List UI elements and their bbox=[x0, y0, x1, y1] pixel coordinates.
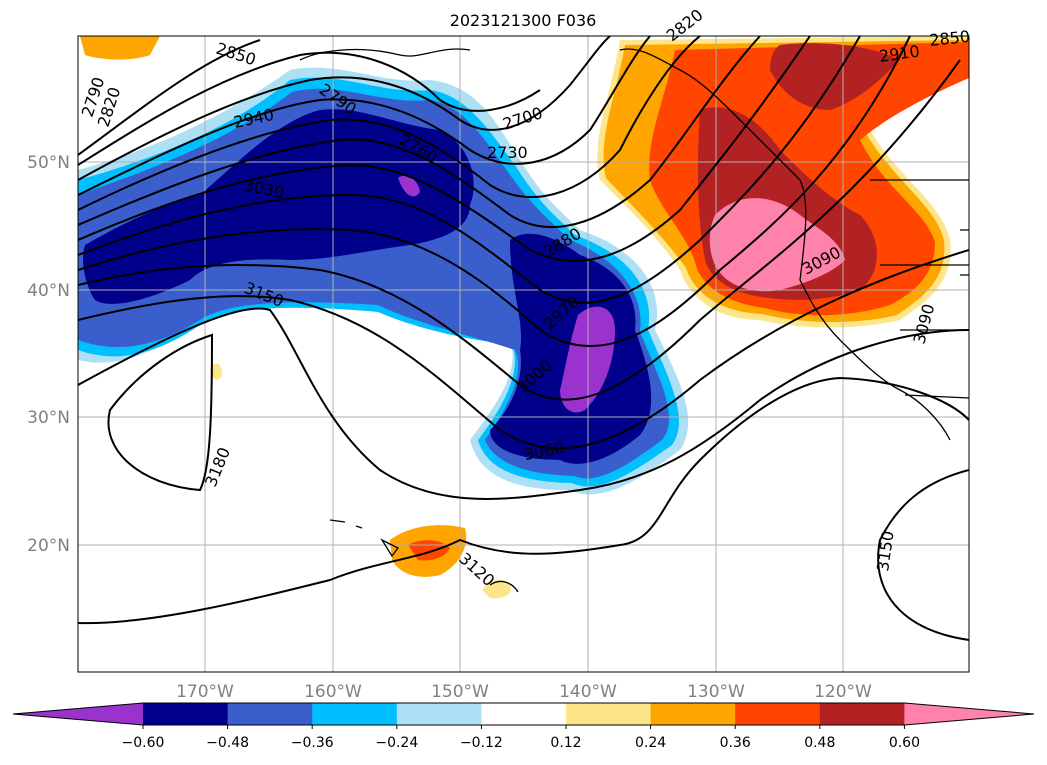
colorbar-swatch bbox=[566, 703, 652, 725]
colorbar: −0.60 −0.48 −0.36 −0.24 −0.12 0.12 0.24 0.36 0.4… bbox=[12, 702, 1035, 751]
colorbar-tick-label: 0.36 bbox=[720, 735, 751, 751]
longitude-labels: 170°W 160°W 150°W 140°W 130°W 120°W bbox=[176, 682, 872, 702]
height-contours bbox=[78, 36, 969, 641]
map-frame bbox=[77, 35, 970, 673]
coastlines bbox=[299, 48, 969, 593]
lon-label: 130°W bbox=[687, 682, 745, 702]
lon-label: 120°W bbox=[814, 682, 872, 702]
colorbar-swatch bbox=[143, 703, 229, 725]
contour-label: 2850 bbox=[928, 27, 970, 50]
lon-label: 160°W bbox=[304, 682, 362, 702]
lat-label: 20°N bbox=[27, 536, 70, 556]
graticule bbox=[78, 36, 969, 672]
colorbar-extend-max bbox=[904, 703, 1034, 725]
colorbar-tick-label: 0.24 bbox=[635, 735, 666, 751]
contour-label: 2730 bbox=[487, 143, 528, 162]
colorbar-tick-label: 0.48 bbox=[804, 735, 835, 751]
colorbar-swatch bbox=[481, 703, 567, 725]
lon-label: 140°W bbox=[559, 682, 617, 702]
colorbar-tick-label: −0.12 bbox=[460, 735, 503, 751]
colorbar-swatch bbox=[312, 703, 398, 725]
lon-label: 170°W bbox=[176, 682, 234, 702]
colorbar-tick-label: 0.60 bbox=[889, 735, 920, 751]
colorbar-tick-label: 0.12 bbox=[550, 735, 581, 751]
latitude-labels: 50°N 40°N 30°N 20°N bbox=[27, 153, 70, 556]
lat-label: 40°N bbox=[27, 281, 70, 301]
colorbar-swatch bbox=[227, 703, 313, 725]
figure-title: 2023121300 F036 bbox=[450, 11, 597, 30]
lat-label: 50°N bbox=[27, 153, 70, 173]
colorbar-swatch bbox=[650, 703, 736, 725]
colorbar-swatch bbox=[819, 703, 905, 725]
lat-label: 30°N bbox=[27, 408, 70, 428]
colorbar-tick-label: −0.36 bbox=[291, 735, 334, 751]
colorbar-tick-label: −0.60 bbox=[122, 735, 165, 751]
colorbar-swatch bbox=[735, 703, 821, 725]
lon-label: 150°W bbox=[431, 682, 489, 702]
map-panel bbox=[78, 36, 969, 672]
colorbar-tick-label: −0.48 bbox=[206, 735, 249, 751]
colorbar-extend-min bbox=[13, 703, 143, 725]
colorbar-swatch bbox=[396, 703, 482, 725]
colorbar-tick-label: −0.24 bbox=[375, 735, 418, 751]
